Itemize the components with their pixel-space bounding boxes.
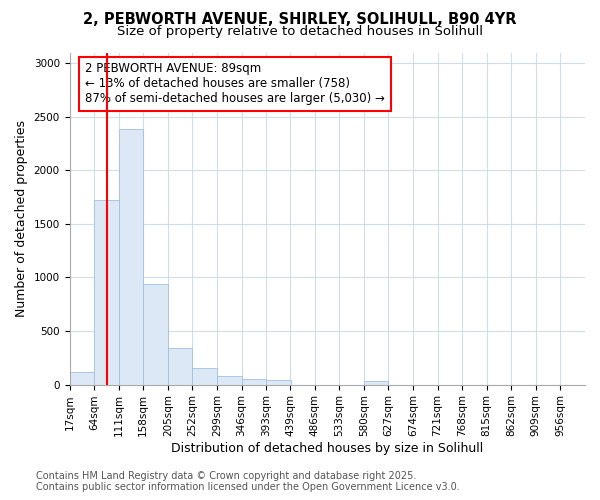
Text: 2, PEBWORTH AVENUE, SHIRLEY, SOLIHULL, B90 4YR: 2, PEBWORTH AVENUE, SHIRLEY, SOLIHULL, B… bbox=[83, 12, 517, 28]
Bar bbox=[242, 379, 266, 384]
Text: Size of property relative to detached houses in Solihull: Size of property relative to detached ho… bbox=[117, 25, 483, 38]
Bar bbox=[143, 284, 168, 384]
Text: Contains HM Land Registry data © Crown copyright and database right 2025.
Contai: Contains HM Land Registry data © Crown c… bbox=[36, 471, 460, 492]
Bar bbox=[217, 376, 242, 384]
Text: 2 PEBWORTH AVENUE: 89sqm
← 13% of detached houses are smaller (758)
87% of semi-: 2 PEBWORTH AVENUE: 89sqm ← 13% of detach… bbox=[85, 62, 385, 106]
Bar bbox=[168, 348, 193, 385]
Bar bbox=[119, 128, 143, 384]
Bar bbox=[193, 368, 217, 384]
Y-axis label: Number of detached properties: Number of detached properties bbox=[15, 120, 28, 317]
Bar bbox=[70, 372, 94, 384]
X-axis label: Distribution of detached houses by size in Solihull: Distribution of detached houses by size … bbox=[171, 442, 484, 455]
Bar bbox=[94, 200, 119, 384]
Bar bbox=[266, 380, 290, 384]
Bar bbox=[364, 382, 388, 384]
